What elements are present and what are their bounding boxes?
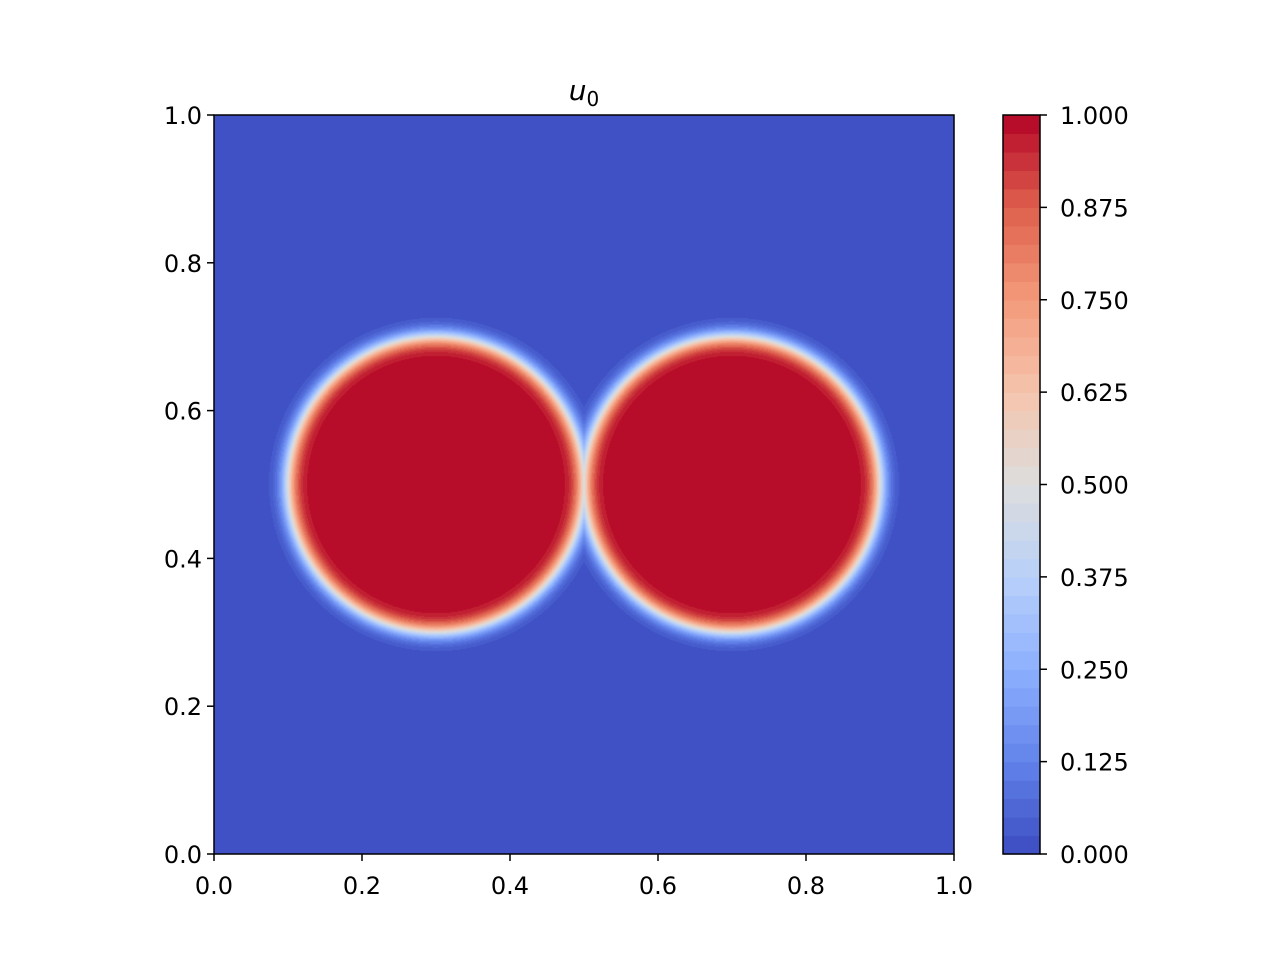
colorbar-segment — [1003, 170, 1040, 190]
colorbar-segment — [1003, 558, 1040, 578]
colorbar-segment — [1003, 151, 1040, 172]
colorbar-tick-label: 0.625 — [1060, 379, 1129, 407]
colorbar-segment — [1003, 780, 1040, 800]
colorbar-segment — [1003, 392, 1040, 412]
colorbar-tick-label: 0.750 — [1060, 287, 1129, 315]
plot-frame — [213, 114, 955, 855]
chart-title-main: u — [569, 74, 587, 107]
colorbar-segment — [1003, 650, 1040, 670]
colorbar-segment — [1003, 447, 1040, 467]
colorbar-segment — [1003, 743, 1040, 763]
colorbar-segment — [1003, 798, 1040, 818]
colorbar-segment — [1003, 188, 1040, 208]
colorbar-segment — [1003, 669, 1040, 689]
colorbar-segment — [1003, 336, 1040, 356]
colorbar-segment — [1003, 484, 1040, 504]
colorbar-segment — [1003, 595, 1040, 615]
colorbar-segment — [1003, 761, 1040, 781]
x-tick-label: 0.6 — [639, 872, 677, 900]
y-tick-label: 0.0 — [164, 841, 202, 869]
colorbar-segment — [1003, 706, 1040, 726]
colorbar-segment — [1003, 373, 1040, 393]
colorbar-segment — [1003, 262, 1040, 282]
heatmap-image — [214, 115, 954, 854]
plot-area — [214, 115, 954, 854]
colorbar-segment — [1003, 207, 1040, 227]
y-tick-label: 0.2 — [164, 693, 202, 721]
colorbar-segment — [1003, 539, 1040, 559]
colorbar-segment — [1003, 115, 1040, 135]
y-tick-label: 0.4 — [164, 545, 202, 573]
colorbar-segment — [1003, 429, 1040, 449]
colorbar-segment — [1003, 687, 1040, 707]
x-tick-label: 1.0 — [935, 872, 973, 900]
colorbar-ticks: 0.000 0.125 0.250 0.375 0.500 0.625 0.750 0.875… — [1040, 102, 1129, 869]
colorbar-segment — [1003, 576, 1040, 596]
colorbar-segment — [1003, 613, 1040, 633]
colorbar-segment — [1003, 281, 1040, 301]
colorbar-segment — [1003, 521, 1040, 541]
colorbar-tick-label: 0.500 — [1060, 472, 1129, 500]
colorbar-tick-label: 0.000 — [1060, 841, 1129, 869]
colorbar-segment — [1003, 133, 1040, 153]
colorbar-tick-label: 0.250 — [1060, 656, 1129, 684]
colorbar-segment — [1003, 244, 1040, 264]
colorbar-segment — [1003, 225, 1040, 245]
colorbar-segment — [1003, 502, 1040, 523]
x-tick-label: 0.4 — [491, 872, 529, 900]
x-tick-label: 0.2 — [343, 872, 381, 900]
x-axis: 0.0 0.2 0.4 0.6 0.8 1.0 — [195, 854, 973, 900]
colorbar-segment — [1003, 299, 1040, 319]
colorbar — [1003, 115, 1040, 855]
colorbar-segment — [1003, 355, 1040, 375]
colorbar-segment — [1003, 632, 1040, 652]
colorbar-tick-label: 0.875 — [1060, 194, 1129, 222]
y-tick-label: 0.6 — [164, 398, 202, 426]
colorbar-segment — [1003, 318, 1040, 338]
y-tick-label: 0.8 — [164, 250, 202, 278]
colorbar-tick-label: 1.000 — [1060, 102, 1129, 130]
chart-title-subscript: 0 — [587, 87, 600, 111]
colorbar-tick-label: 0.375 — [1060, 564, 1129, 592]
y-tick-label: 1.0 — [164, 102, 202, 130]
colorbar-tick-label: 0.125 — [1060, 749, 1129, 777]
colorbar-segment — [1003, 817, 1040, 837]
x-tick-label: 0.8 — [787, 872, 825, 900]
y-axis: 0.0 0.2 0.4 0.6 0.8 1.0 — [164, 102, 214, 869]
colorbar-segment — [1003, 724, 1040, 744]
chart-title: u0 — [569, 74, 599, 111]
colorbar-segment — [1003, 410, 1040, 430]
colorbar-segment — [1003, 835, 1040, 855]
x-tick-label: 0.0 — [195, 872, 233, 900]
colorbar-segment — [1003, 466, 1040, 486]
